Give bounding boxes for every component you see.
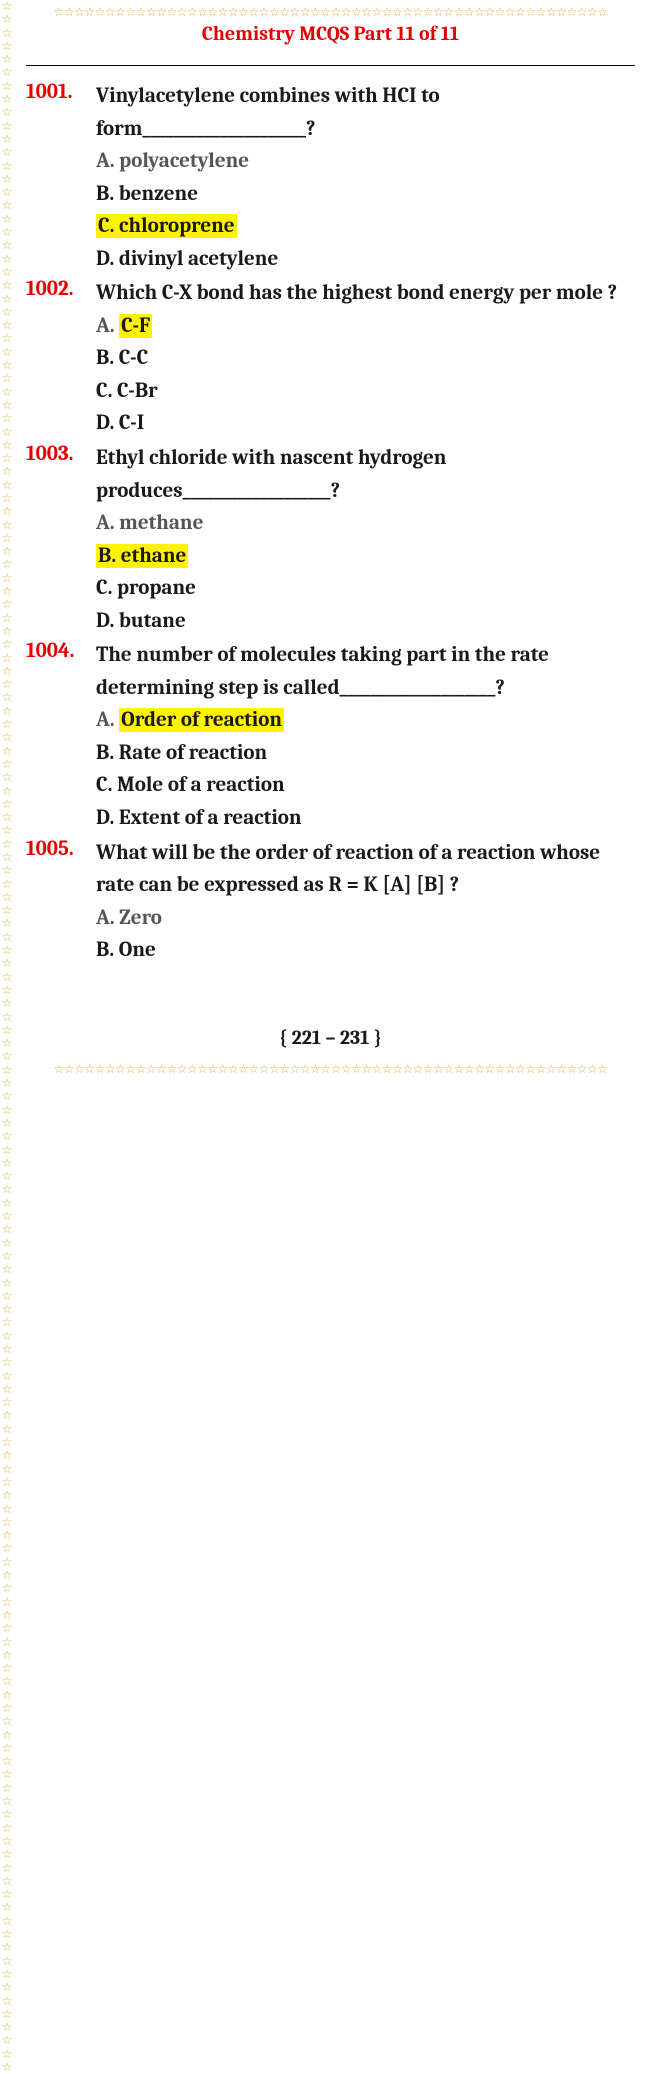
question-text: What will be the order of reaction of a … xyxy=(96,837,637,902)
option-highlight: B. ethane xyxy=(96,544,188,568)
option: A. Order of reaction xyxy=(96,704,637,737)
question-text: Which C-X bond has the highest bond ener… xyxy=(96,277,637,310)
option: C. Mole of a reaction xyxy=(96,769,637,802)
question-number: 1004. xyxy=(24,639,96,663)
option: A. C-F xyxy=(96,310,637,343)
question-number: 1001. xyxy=(24,80,96,104)
option: B. ethane xyxy=(96,540,637,573)
question-number: 1002. xyxy=(24,277,96,301)
question-row: 1002.Which C-X bond has the highest bond… xyxy=(24,277,637,440)
option: D. C-I xyxy=(96,407,637,440)
option: B. benzene xyxy=(96,178,637,211)
title-rule xyxy=(26,65,635,66)
question-text: The number of molecules taking part in t… xyxy=(96,639,637,704)
option-highlight: Order of reaction xyxy=(119,708,284,732)
question-body: What will be the order of reaction of a … xyxy=(96,837,637,967)
option: D. butane xyxy=(96,605,637,638)
border-top: ☆☆☆☆☆☆☆☆☆☆☆☆☆☆☆☆☆☆☆☆☆☆☆☆☆☆☆☆☆☆☆☆☆☆☆☆☆☆☆☆… xyxy=(8,6,653,18)
option: B. C-C xyxy=(96,342,637,375)
option: B. One xyxy=(96,934,637,967)
question-row: 1003.Ethyl chloride with nascent hydroge… xyxy=(24,442,637,637)
question-text: Ethyl chloride with nascent hydrogen pro… xyxy=(96,442,637,507)
question-row: 1001.Vinylacetylene combines with HCI to… xyxy=(24,80,637,275)
option: A. Zero xyxy=(96,902,637,935)
question-body: Vinylacetylene combines with HCI to form… xyxy=(96,80,637,275)
option: A. polyacetylene xyxy=(96,145,637,178)
question-row: 1004.The number of molecules taking part… xyxy=(24,639,637,834)
option-highlight: C-F xyxy=(119,314,152,338)
question-number: 1003. xyxy=(24,442,96,466)
option: A. methane xyxy=(96,507,637,540)
option: B. Rate of reaction xyxy=(96,737,637,770)
option: D. divinyl acetylene xyxy=(96,243,637,276)
border-left: ☆☆☆☆☆☆☆☆☆☆☆☆☆☆☆☆☆☆☆☆☆☆☆☆☆☆☆☆☆☆☆☆☆☆☆☆☆☆☆☆… xyxy=(0,0,14,1037)
page-title: Chemistry MCQS Part 11 of 11 xyxy=(24,22,637,51)
option: C. C-Br xyxy=(96,375,637,408)
option: C. propane xyxy=(96,572,637,605)
questions-container: 1001.Vinylacetylene combines with HCI to… xyxy=(24,80,637,967)
question-body: The number of molecules taking part in t… xyxy=(96,639,637,834)
page-content: Chemistry MCQS Part 11 of 11 1001.Vinyla… xyxy=(24,22,637,1059)
question-row: 1005.What will be the order of reaction … xyxy=(24,837,637,967)
page-footer: { 221 – 231 } xyxy=(24,1026,637,1049)
question-body: Which C-X bond has the highest bond ener… xyxy=(96,277,637,440)
question-body: Ethyl chloride with nascent hydrogen pro… xyxy=(96,442,637,637)
question-number: 1005. xyxy=(24,837,96,861)
option: D. Extent of a reaction xyxy=(96,802,637,835)
option: C. chloroprene xyxy=(96,210,637,243)
question-text: Vinylacetylene combines with HCI to form… xyxy=(96,80,637,145)
option-highlight: C. chloroprene xyxy=(96,214,237,238)
border-right: ☆☆☆☆☆☆☆☆☆☆☆☆☆☆☆☆☆☆☆☆☆☆☆☆☆☆☆☆☆☆☆☆☆☆☆☆☆☆☆☆… xyxy=(0,1037,14,2074)
border-bottom: ☆☆☆☆☆☆☆☆☆☆☆☆☆☆☆☆☆☆☆☆☆☆☆☆☆☆☆☆☆☆☆☆☆☆☆☆☆☆☆☆… xyxy=(8,1063,653,1075)
